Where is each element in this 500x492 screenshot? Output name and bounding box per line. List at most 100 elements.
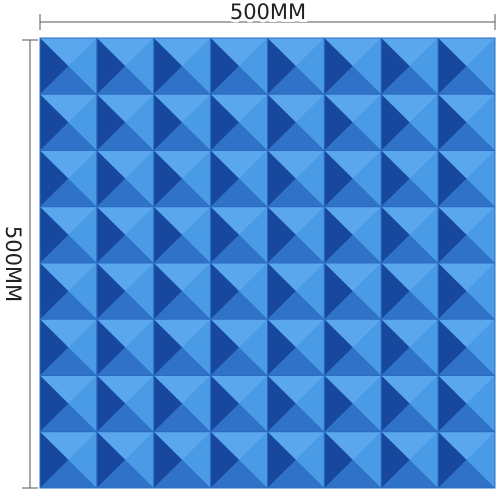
pyramid-edge — [437, 431, 496, 489]
pyramid-face — [381, 291, 439, 320]
pyramid-face — [438, 122, 495, 151]
pyramid-face — [182, 375, 211, 432]
pyramid-face — [182, 150, 211, 207]
pyramid-face — [96, 38, 154, 67]
pyramid-face — [295, 319, 325, 376]
pyramid-face — [438, 403, 495, 432]
pyramid-face — [267, 459, 325, 488]
pyramid-face — [96, 66, 154, 95]
pyramid-face — [210, 150, 240, 207]
pyramid-face — [125, 94, 154, 151]
foam-panel — [39, 37, 496, 489]
pyramid-face — [438, 234, 495, 263]
pyramid-face — [267, 431, 296, 488]
pyramid-face — [324, 206, 382, 235]
pyramid-face — [96, 263, 154, 292]
pyramid-face — [153, 319, 183, 376]
pyramid-face — [68, 94, 97, 151]
pyramid-face — [352, 38, 382, 95]
pyramid-face — [352, 94, 382, 151]
pyramid-face — [125, 375, 154, 432]
pyramid-face — [324, 459, 382, 488]
pyramid-face — [239, 319, 268, 376]
pyramid-face — [96, 347, 154, 376]
pyramid-face — [295, 150, 325, 207]
pyramid-face — [295, 263, 325, 320]
pyramid-face — [153, 150, 211, 179]
pyramid-face — [96, 150, 154, 179]
pyramid-face — [210, 263, 240, 320]
pyramid-face — [438, 459, 495, 488]
pyramid-face — [40, 150, 97, 179]
pyramid-face — [96, 94, 126, 151]
pyramid-face — [267, 38, 296, 95]
pyramid-face — [40, 66, 97, 95]
pyramid-face — [210, 94, 240, 151]
pyramid-face — [267, 206, 325, 235]
pyramid-face — [324, 94, 382, 123]
pyramid-face — [324, 263, 382, 292]
pyramid-face — [40, 403, 97, 432]
pyramid-face — [153, 431, 211, 460]
pyramid-face — [352, 319, 382, 376]
pyramid-face — [466, 431, 495, 488]
pyramid-face — [239, 431, 268, 488]
pyramid-face — [352, 150, 382, 207]
pyramid-face — [40, 178, 97, 207]
pyramid-face — [153, 94, 211, 123]
pyramid-face — [153, 375, 211, 404]
pyramid-face — [409, 38, 439, 95]
pyramid-face — [466, 94, 495, 151]
pyramid-face — [324, 122, 382, 151]
pyramid-face — [324, 403, 382, 432]
pyramid-face — [239, 38, 268, 95]
pyramid-face — [324, 178, 382, 207]
pyramid-face — [324, 291, 382, 320]
pyramid-face — [267, 347, 325, 376]
pyramid-face — [438, 375, 467, 432]
pyramid-face — [438, 431, 467, 488]
pyramid-face — [438, 347, 495, 376]
pyramid-face — [153, 122, 211, 151]
pyramid-face — [438, 206, 467, 263]
pyramid-face — [40, 122, 97, 151]
pyramid-face — [153, 150, 183, 207]
pyramid-face — [40, 38, 97, 67]
pyramid-face — [381, 263, 410, 320]
pyramid-face — [153, 178, 211, 207]
pyramid-face — [153, 206, 183, 263]
pyramid-face — [466, 263, 495, 320]
pyramid-face — [210, 431, 268, 460]
pyramid-face — [438, 38, 495, 67]
pyramid-face — [125, 319, 154, 376]
pyramid-face — [153, 234, 211, 263]
pyramid-face — [324, 206, 353, 263]
pyramid-face — [381, 234, 439, 263]
pyramid-face — [267, 375, 325, 404]
pyramid-face — [182, 206, 211, 263]
pyramid-face — [267, 263, 296, 320]
pyramid-face — [40, 94, 97, 123]
pyramid-face — [210, 122, 268, 151]
pyramid-face — [438, 150, 495, 179]
pyramid-face — [267, 38, 325, 67]
pyramid-face — [96, 94, 154, 123]
pyramid-face — [210, 431, 240, 488]
pyramid-face — [153, 263, 211, 292]
pyramid-face — [210, 291, 268, 320]
pyramid-face — [324, 375, 382, 404]
pyramid-face — [125, 206, 154, 263]
pyramid-face — [239, 150, 268, 207]
pyramid-face — [153, 375, 183, 432]
pyramid-face — [409, 150, 439, 207]
pyramid-face — [40, 431, 97, 460]
pyramid-face — [96, 431, 126, 488]
pyramid-face — [267, 122, 325, 151]
pyramid-face — [210, 263, 268, 292]
pyramid-face — [381, 206, 439, 235]
pyramid-face — [267, 319, 325, 348]
pyramid-face — [182, 319, 211, 376]
pyramid-face — [40, 150, 69, 207]
pyramid-face — [409, 375, 439, 432]
pyramid-face — [210, 206, 268, 235]
